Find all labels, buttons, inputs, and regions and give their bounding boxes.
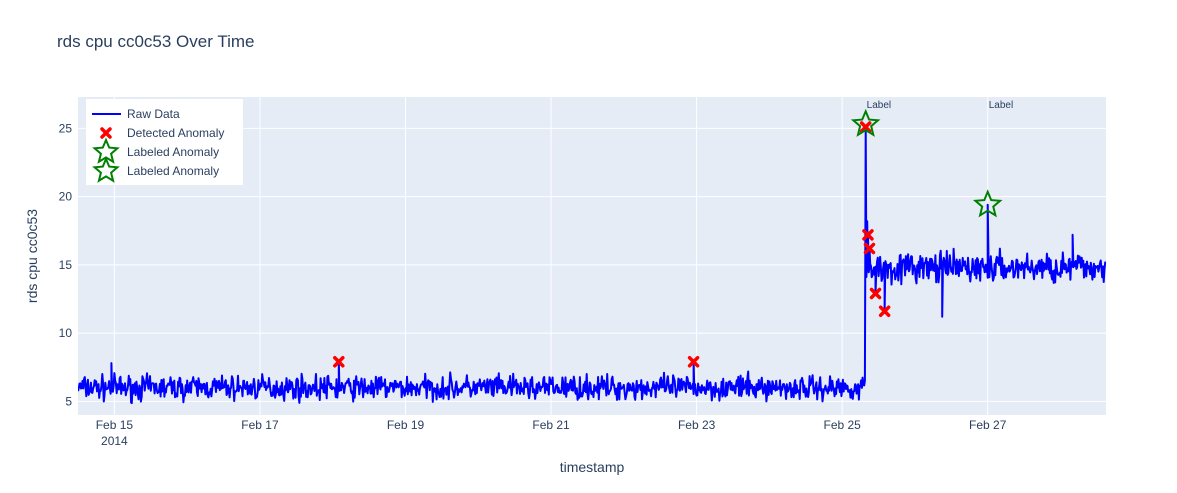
x-axis-label: timestamp [560,459,625,475]
detected-anomaly-marker [878,305,891,318]
anomaly-annotation: Label [867,100,891,111]
x-tick-label: Feb 25 [823,418,861,432]
x-tick-label: Feb 15 [96,418,134,432]
gridlines [78,97,1106,415]
anomaly-annotation: Label [989,100,1013,111]
x-axis-ticks: Feb 15 2014 Feb 17 Feb 19 Feb 21 Feb 23 Feb 25… [96,418,1007,448]
legend-label: Raw Data [127,107,180,121]
annotations: Label Label [867,100,1014,111]
legend-star-swatch [92,156,120,183]
legend-item[interactable]: Detected Anomaly [100,126,224,140]
y-tick-label: 15 [59,258,73,272]
y-axis-label: rds cpu cc0c53 [24,209,40,303]
legend-label: Detected Anomaly [127,126,224,140]
chart-title: rds cpu cc0c53 Over Time [57,32,254,51]
labeled-anomaly-marker [850,108,881,137]
x-tick-sublabel: 2014 [101,434,128,448]
x-tick-label: Feb 27 [969,418,1007,432]
y-tick-label: 10 [59,326,73,340]
detected-anomaly-marker [859,121,872,133]
detected-anomaly-marker [863,242,876,255]
y-tick-label: 25 [59,121,73,135]
detected-anomaly-marker [687,356,700,368]
x-tick-label: Feb 17 [241,418,279,432]
legend-item[interactable]: Labeled Anomaly [92,156,219,183]
raw-data-line [78,126,1106,405]
legend-x-swatch [100,127,112,139]
y-axis-ticks: 5 10 15 20 25 [59,121,73,408]
labeled-anomaly-marker [972,189,1003,218]
legend[interactable]: Raw Data Detected Anomaly Labeled Anomaly L… [86,99,243,185]
series-layer [78,126,1106,405]
y-tick-label: 5 [65,394,72,408]
legend-label: Labeled Anomaly [127,164,219,178]
detected-anomaly-marker [862,229,874,241]
marker-layer [333,108,1003,368]
legend-label: Labeled Anomaly [127,145,219,159]
x-tick-label: Feb 21 [532,418,570,432]
y-tick-label: 20 [59,190,73,204]
x-tick-label: Feb 19 [387,418,425,432]
legend-item[interactable]: Raw Data [92,107,180,121]
detected-anomaly-marker [333,356,345,368]
detected-anomaly-marker [869,287,882,300]
x-tick-label: Feb 23 [678,418,716,432]
